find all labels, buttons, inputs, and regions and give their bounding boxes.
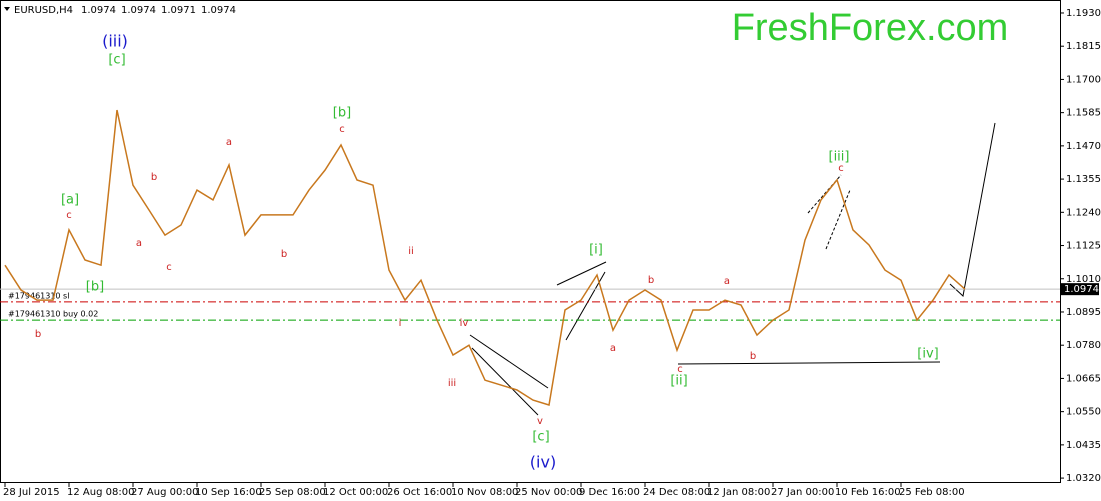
y-tick-label: 1.0550: [1066, 407, 1101, 418]
wave-label: [i]: [589, 243, 603, 258]
channel-line: [556, 261, 607, 286]
x-tick-label: 12 Oct 00:00: [323, 487, 388, 498]
y-tick-label: 1.1815: [1066, 41, 1101, 52]
wave-label: c: [166, 262, 172, 273]
price-box: [1061, 283, 1099, 296]
x-tick-label: 10 Sep 16:00: [195, 487, 262, 498]
price-label: 1.0974: [1064, 284, 1099, 295]
channel-line: [471, 347, 539, 416]
order-label: #179461310 buy 0.02: [8, 310, 98, 319]
wave-label: b: [35, 329, 41, 340]
wave-label: b: [648, 275, 654, 286]
x-tick-label: 10 Nov 08:00: [451, 487, 518, 498]
wave-label: a: [610, 343, 616, 354]
wave-label: b: [281, 249, 287, 260]
wave-label: [b]: [86, 280, 104, 295]
quote: 1.0974: [121, 5, 156, 16]
plot-frame: [0, 0, 1061, 483]
y-tick-label: 1.1930: [1066, 8, 1101, 19]
x-tick-label: 24 Dec 08:00: [643, 487, 710, 498]
projection-line: [949, 122, 996, 297]
wave-label: (iii): [102, 32, 128, 51]
drawings: [469, 122, 996, 416]
x-tick-label: 25 Nov 00:00: [515, 487, 582, 498]
wave-label: b: [151, 172, 157, 183]
y-tick-label: 1.1010: [1066, 274, 1101, 285]
wave-label: a: [724, 276, 730, 287]
y-tick-label: 1.0435: [1066, 440, 1101, 451]
x-tick-label: 12 Aug 08:00: [67, 487, 134, 498]
y-tick-label: 1.0895: [1066, 307, 1101, 318]
wave-label: c: [838, 163, 844, 174]
wave-label: [c]: [532, 430, 549, 445]
quote: 1.0974: [201, 5, 236, 16]
wave-label: [iv]: [917, 347, 938, 362]
wave-label: [ii]: [670, 374, 687, 389]
y-tick-label: 1.1470: [1066, 141, 1101, 152]
wave-label: a: [226, 137, 232, 148]
y-tick-label: 1.1125: [1066, 241, 1101, 252]
wave-label: c: [339, 124, 345, 135]
price-line-series: [4, 109, 966, 406]
chart-title: EURUSD,H4: [14, 5, 73, 16]
support-line: [677, 361, 941, 365]
menu-arrow[interactable]: [4, 7, 10, 11]
wave-label: c: [677, 364, 683, 375]
wave-label: [iii]: [829, 150, 850, 165]
x-tick-label: 28 Jul 2015: [3, 487, 60, 498]
wave-label: v: [537, 416, 543, 427]
channel-line: [469, 334, 549, 389]
wave-label: [a]: [61, 193, 79, 208]
y-tick-label: 1.1355: [1066, 174, 1101, 185]
wave-label: b: [750, 351, 756, 362]
y-tick-label: 1.1585: [1066, 108, 1101, 119]
wave-label: ii: [408, 246, 414, 257]
x-tick-label: 25 Sep 08:00: [259, 487, 326, 498]
wave-label: c: [66, 210, 72, 221]
wave-label: [c]: [108, 53, 125, 68]
channel-line: [825, 189, 851, 250]
x-tick-label: 9 Dec 16:00: [579, 487, 640, 498]
x-tick-label: 27 Aug 00:00: [131, 487, 198, 498]
x-tick-label: 25 Feb 08:00: [899, 487, 965, 498]
y-tick-label: 1.0665: [1066, 373, 1101, 384]
y-tick-label: 1.0320: [1066, 473, 1101, 484]
watermark: FreshForex.com: [732, 7, 1009, 49]
wave-label: iv: [460, 318, 469, 329]
quote: 1.0974: [81, 5, 116, 16]
x-tick-label: 12 Jan 08:00: [707, 487, 770, 498]
channel-line: [565, 271, 606, 341]
y-tick-label: 1.1240: [1066, 207, 1101, 218]
x-tick-label: 10 Feb 16:00: [835, 487, 901, 498]
wave-label: [b]: [333, 106, 351, 121]
y-tick-label: 1.0780: [1066, 340, 1101, 351]
order-label: #179461310 sl: [8, 291, 69, 300]
wave-label: i: [399, 318, 402, 329]
x-tick-label: 26 Oct 16:00: [387, 487, 452, 498]
wave-label: (iv): [530, 453, 556, 472]
y-tick-label: 1.1700: [1066, 74, 1101, 85]
quote: 1.0971: [161, 5, 196, 16]
x-tick-label: 27 Jan 00:00: [771, 487, 834, 498]
wave-label: iii: [448, 378, 456, 389]
wave-label: a: [136, 238, 142, 249]
